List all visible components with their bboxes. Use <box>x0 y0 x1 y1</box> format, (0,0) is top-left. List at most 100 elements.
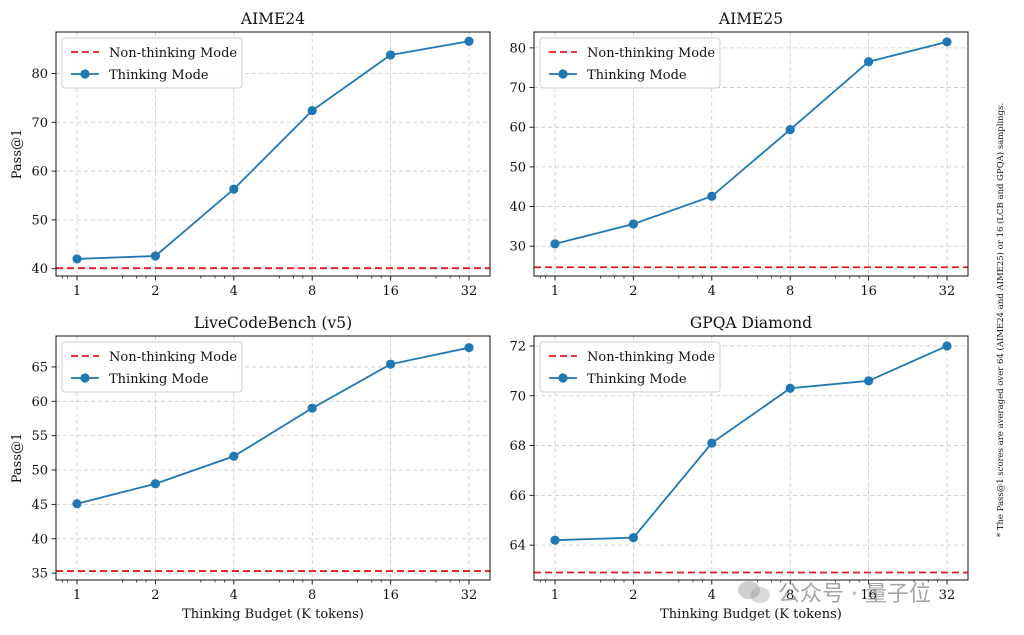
x-tick-label: 2 <box>151 284 159 299</box>
y-tick-label: 60 <box>31 165 48 180</box>
thinking-series-line <box>554 41 948 245</box>
thinking-data-point <box>386 359 396 369</box>
x-tick-label: 2 <box>629 588 637 603</box>
y-tick-label: 50 <box>31 464 48 479</box>
thinking-data-point <box>229 451 239 461</box>
x-tick-label: 4 <box>708 588 716 603</box>
thinking-data-point <box>150 251 160 261</box>
x-tick-label: 4 <box>708 284 716 299</box>
legend-label-non-thinking: Non-thinking Mode <box>109 46 237 61</box>
thinking-data-point <box>307 105 317 116</box>
y-tick-label: 40 <box>31 262 48 277</box>
chart-title: GPQA Diamond <box>690 314 812 332</box>
legend-label-thinking: Thinking Mode <box>587 68 687 83</box>
y-tick-label: 66 <box>509 489 526 504</box>
legend: Non-thinking Mode Thinking Mode <box>61 341 243 393</box>
thinking-data-point <box>72 254 82 264</box>
y-tick-label: 40 <box>509 200 526 215</box>
plot-frame <box>533 335 969 581</box>
x-tick-label: 8 <box>786 588 794 603</box>
y-tick-label: 64 <box>509 539 526 554</box>
thinking-data-point <box>464 343 474 353</box>
thinking-data-point <box>464 36 474 46</box>
chart-panel-2: 1 2 4 8 16 32 30 40 50 60 70 80 Non-thinking Mode Thi… <box>509 10 969 299</box>
legend-box <box>61 341 243 393</box>
y-tick-label: 72 <box>509 339 526 354</box>
y-tick-label: 70 <box>31 116 48 131</box>
legend-label-non-thinking: Non-thinking Mode <box>587 46 715 61</box>
chart-title: LiveCodeBench (v5) <box>194 314 352 332</box>
x-tick-label: 2 <box>629 284 637 299</box>
x-tick-label: 8 <box>308 588 316 603</box>
y-tick-label: 60 <box>31 395 48 410</box>
legend-label-thinking: Thinking Mode <box>109 372 209 387</box>
chart-title: AIME25 <box>718 10 783 28</box>
legend-marker-thinking <box>558 69 568 79</box>
x-tick-label: 1 <box>73 588 81 603</box>
x-axis-label: Thinking Budget (K tokens) <box>182 607 364 622</box>
thinking-data-point <box>72 499 82 509</box>
thinking-data-point <box>150 479 160 489</box>
y-tick-label: 40 <box>31 532 48 547</box>
thinking-series-line <box>554 345 948 542</box>
thinking-data-point <box>707 438 717 448</box>
thinking-data-point <box>942 341 952 351</box>
y-tick-label: 50 <box>509 160 526 175</box>
legend-label-thinking: Thinking Mode <box>587 372 687 387</box>
y-tick-label: 70 <box>509 389 526 404</box>
legend-box <box>539 37 721 89</box>
thinking-data-point <box>942 37 952 47</box>
legend: Non-thinking Mode Thinking Mode <box>539 341 721 393</box>
legend-label-non-thinking: Non-thinking Mode <box>109 350 237 365</box>
legend-box <box>539 341 721 393</box>
legend-label-thinking: Thinking Mode <box>109 68 209 83</box>
x-tick-label: 32 <box>939 588 956 603</box>
y-tick-label: 35 <box>31 567 48 582</box>
thinking-data-point <box>307 403 317 413</box>
y-tick-label: 60 <box>509 121 526 136</box>
watermark-text: 公众号 · 量子位 <box>778 582 931 607</box>
watermark: 公众号 · 量子位 <box>738 576 931 608</box>
legend-marker-thinking <box>80 69 90 79</box>
plot-frame <box>55 31 491 277</box>
legend-label-non-thinking: Non-thinking Mode <box>587 350 715 365</box>
y-axis-label: Pass@1 <box>10 433 25 484</box>
thinking-data-point <box>785 383 795 393</box>
thinking-data-point <box>785 125 795 135</box>
legend-marker-thinking <box>558 373 568 383</box>
thinking-data-point <box>550 239 560 249</box>
thinking-series-line <box>76 346 470 505</box>
chart-panel-3: 1 2 4 8 16 32 35 40 45 50 55 60 65 Non-thinking Mode T… <box>10 314 491 622</box>
x-tick-label: 16 <box>860 284 877 299</box>
thinking-data-point <box>386 50 396 60</box>
y-tick-label: 80 <box>509 41 526 56</box>
legend: Non-thinking Mode Thinking Mode <box>61 37 243 89</box>
legend-box <box>61 37 243 89</box>
y-tick-label: 65 <box>31 360 48 375</box>
thinking-data-point <box>864 57 874 67</box>
x-tick-label: 32 <box>461 588 478 603</box>
y-tick-label: 45 <box>31 498 48 513</box>
x-tick-label: 2 <box>151 588 159 603</box>
x-tick-label: 32 <box>939 284 956 299</box>
x-tick-label: 1 <box>73 284 81 299</box>
x-tick-label: 16 <box>860 588 877 603</box>
wechat-icon <box>738 579 772 605</box>
chart-panel-1: 1 2 4 8 16 32 40 50 60 70 80 Non-thinking Mode Think… <box>10 10 491 299</box>
y-tick-label: 70 <box>509 81 526 96</box>
plot-frame <box>533 31 969 277</box>
x-tick-label: 1 <box>551 284 559 299</box>
thinking-data-point <box>550 535 560 545</box>
y-axis-label: Pass@1 <box>10 129 25 180</box>
thinking-data-point <box>707 191 717 201</box>
thinking-data-point <box>864 376 874 386</box>
x-tick-label: 32 <box>461 284 478 299</box>
y-tick-label: 30 <box>509 240 526 255</box>
x-tick-label: 8 <box>308 284 316 299</box>
x-tick-label: 8 <box>786 284 794 299</box>
x-tick-label: 1 <box>551 588 559 603</box>
thinking-data-point <box>229 184 239 194</box>
x-tick-label: 4 <box>230 588 238 603</box>
y-tick-label: 55 <box>31 429 48 444</box>
